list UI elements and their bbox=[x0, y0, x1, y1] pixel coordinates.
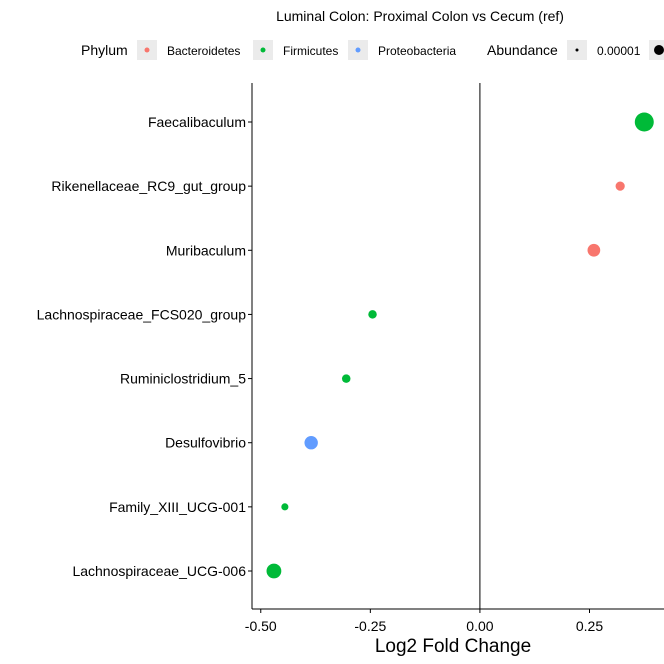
legend-phylum-title: Phylum bbox=[81, 42, 128, 58]
legend-key-dot bbox=[144, 47, 150, 53]
data-point bbox=[304, 436, 318, 450]
y-tick-label: Lachnospiraceae_UCG-006 bbox=[72, 563, 246, 579]
data-point bbox=[281, 503, 289, 511]
legend-key-dot bbox=[355, 47, 361, 53]
x-axis-title: Log2 Fold Change bbox=[375, 636, 531, 657]
data-points bbox=[266, 112, 654, 579]
legend-key-dot bbox=[260, 47, 266, 53]
x-axis-ticks: -0.50 -0.25 0.00 0.25 bbox=[245, 609, 603, 634]
x-tick-label: -0.25 bbox=[354, 618, 386, 634]
data-point bbox=[615, 181, 625, 191]
y-axis-labels: Faecalibaculum Rikenellaceae_RC9_gut_grou… bbox=[37, 114, 247, 579]
legend: Phylum Bacteroidetes Firmicutes Proteobact… bbox=[81, 40, 664, 60]
x-tick-label: 0.25 bbox=[576, 618, 603, 634]
legend-abundance-entries: 0.00001 bbox=[567, 40, 664, 60]
y-axis-ticks bbox=[248, 121, 252, 572]
y-tick-label: Muribaculum bbox=[166, 242, 246, 258]
legend-abundance-title: Abundance bbox=[487, 42, 558, 58]
y-tick-label: Lachnospiraceae_FCS020_group bbox=[37, 306, 247, 322]
legend-phylum-label: Proteobacteria bbox=[378, 44, 456, 58]
y-tick-label: Family_XIII_UCG-001 bbox=[109, 499, 246, 515]
legend-phylum-entries: Bacteroidetes Firmicutes Proteobacteria bbox=[137, 40, 456, 60]
data-point bbox=[266, 563, 282, 579]
legend-size-key-dot bbox=[575, 48, 579, 52]
y-tick-label: Ruminiclostridium_5 bbox=[120, 371, 246, 387]
x-tick-label: -0.50 bbox=[245, 618, 277, 634]
y-tick-label: Rikenellaceae_RC9_gut_group bbox=[51, 178, 246, 194]
data-point bbox=[368, 310, 377, 319]
y-tick-label: Faecalibaculum bbox=[148, 114, 246, 130]
legend-phylum-label: Bacteroidetes bbox=[167, 44, 240, 58]
chart-title: Luminal Colon: Proximal Colon vs Cecum (… bbox=[276, 8, 564, 24]
data-point bbox=[587, 243, 601, 257]
legend-size-key-dot bbox=[654, 45, 664, 55]
data-point bbox=[634, 112, 654, 132]
data-point bbox=[341, 374, 351, 383]
legend-phylum-label: Firmicutes bbox=[283, 44, 338, 58]
y-tick-label: Desulfovibrio bbox=[165, 435, 246, 451]
legend-abundance-label: 0.00001 bbox=[597, 44, 641, 58]
x-tick-label: 0.00 bbox=[466, 618, 493, 634]
